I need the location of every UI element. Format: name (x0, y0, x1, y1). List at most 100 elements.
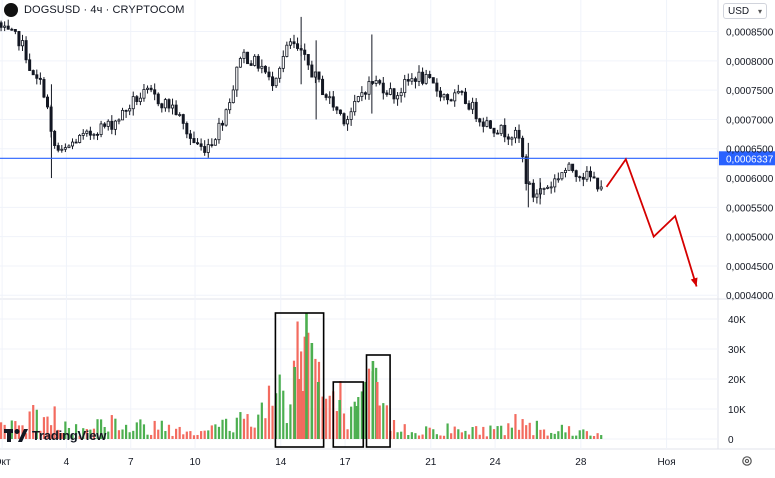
candle-down (174, 104, 178, 116)
currency-label: USD (728, 5, 750, 17)
currency-dropdown-button[interactable]: USD ▾ (723, 3, 767, 19)
candle-down (306, 54, 310, 66)
candle-up (349, 111, 353, 120)
volume-bar-down (175, 428, 178, 439)
volume-bar-up (305, 313, 308, 439)
candle-up (235, 66, 239, 91)
candle-up (224, 109, 228, 126)
volume-bar-up (550, 432, 553, 439)
candle-down (578, 176, 582, 179)
volume-bar-down (514, 414, 517, 439)
candle-down (263, 65, 267, 73)
volume-bar-down (542, 429, 546, 439)
candle-down (185, 123, 189, 135)
candle-down (28, 59, 32, 71)
price-tick-label: 0,0007500 (726, 86, 774, 97)
candle-down (524, 156, 528, 184)
gear-icon[interactable] (741, 455, 753, 467)
volume-highlight-box[interactable] (274, 312, 325, 448)
candle-up (274, 77, 278, 87)
volume-bar-up (464, 430, 467, 439)
volume-bar-down (546, 435, 549, 439)
candle-up (146, 87, 150, 90)
volume-bar-down (39, 430, 42, 439)
volume-bar-down (110, 415, 113, 439)
volume-bar-down (57, 429, 60, 439)
volume-bar-down (453, 426, 456, 439)
candle-up (424, 73, 428, 84)
candle-down (506, 136, 510, 140)
volume-bar-down (521, 419, 524, 439)
volume-bar-down (507, 423, 510, 439)
volume-bar-up (128, 432, 131, 439)
candle-down (256, 55, 260, 69)
candle-down (292, 41, 296, 45)
volume-bar-up (560, 424, 563, 439)
candle-down (210, 144, 214, 147)
candle-down (392, 88, 396, 100)
candle-up (131, 96, 135, 110)
volume-bar-down (253, 427, 256, 439)
volume-bar-up (217, 426, 221, 439)
volume-bar-up (338, 400, 342, 439)
candle-down (460, 91, 464, 93)
chevron-down-icon: ▾ (757, 6, 762, 16)
candle-down (331, 96, 335, 108)
candle-up (485, 120, 489, 127)
candle-down (438, 90, 442, 98)
volume-bar-down (592, 436, 596, 439)
candle-up (281, 56, 285, 69)
candle-down (342, 113, 346, 125)
volume-bar-up (357, 397, 360, 439)
volume-highlight-box[interactable] (332, 381, 365, 448)
volume-bar-up (553, 433, 556, 439)
candle-up (21, 40, 25, 47)
time-tick-label: 17 (340, 457, 352, 468)
candle-up (585, 170, 589, 180)
volume-bar-down (157, 429, 160, 439)
price-tick-label: 0,0004000 (726, 291, 774, 302)
candle-down (431, 77, 435, 84)
tradingview-watermark[interactable]: TradingView (4, 428, 106, 443)
volume-bar-down (60, 433, 63, 439)
candle-up (260, 65, 264, 69)
volume-bar-down (467, 434, 471, 439)
candle-down (503, 124, 507, 138)
volume-bar-down (450, 433, 453, 439)
candle-down (324, 94, 328, 98)
volume-bar-up (432, 429, 435, 439)
candle-up (346, 119, 350, 125)
candle-up (81, 132, 85, 136)
candle-down (435, 82, 439, 92)
grid-layer (0, 0, 775, 450)
time-tick-label: 24 (490, 457, 502, 468)
forecast-arrow-line[interactable] (605, 157, 698, 287)
volume-bar-down (196, 434, 199, 439)
volume-bar-down (178, 426, 181, 439)
candle-down (310, 64, 314, 78)
volume-bar-down (210, 425, 213, 439)
annotation-layer: 0,0006337 (0, 151, 775, 448)
candle-up (535, 193, 539, 198)
candle-down (378, 80, 382, 84)
volume-highlight-box[interactable] (365, 354, 391, 448)
candle-up (353, 101, 357, 113)
volume-bar-down (503, 435, 506, 439)
volume-bar-down (482, 426, 485, 439)
candle-down (581, 176, 585, 180)
volume-bar-up (71, 434, 74, 439)
level-price-badge (719, 151, 775, 166)
candle-up (563, 169, 567, 173)
watermark-text: TradingView (32, 428, 107, 443)
candle-up (360, 92, 364, 97)
candle-up (63, 147, 67, 150)
volume-bar-up (82, 428, 85, 439)
volume-bar-down (307, 332, 310, 439)
candle-down (10, 28, 14, 31)
candle-up (238, 58, 242, 68)
volume-bar-up (371, 361, 375, 439)
price-tick-label: 0,0006000 (726, 174, 774, 185)
candle-down (335, 106, 339, 111)
volume-bar-up (107, 431, 110, 439)
